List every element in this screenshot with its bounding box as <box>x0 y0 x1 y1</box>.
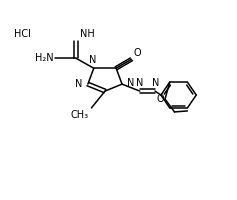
Text: O: O <box>134 48 141 58</box>
Text: N: N <box>127 78 134 88</box>
Text: N: N <box>152 78 159 88</box>
Text: HCl: HCl <box>14 29 31 39</box>
Text: CH₃: CH₃ <box>71 110 89 120</box>
Text: N: N <box>89 55 96 65</box>
Text: H₂N: H₂N <box>35 53 54 63</box>
Text: N: N <box>136 78 143 88</box>
Text: N: N <box>75 79 82 89</box>
Text: NH: NH <box>80 29 94 39</box>
Text: O: O <box>156 94 164 104</box>
